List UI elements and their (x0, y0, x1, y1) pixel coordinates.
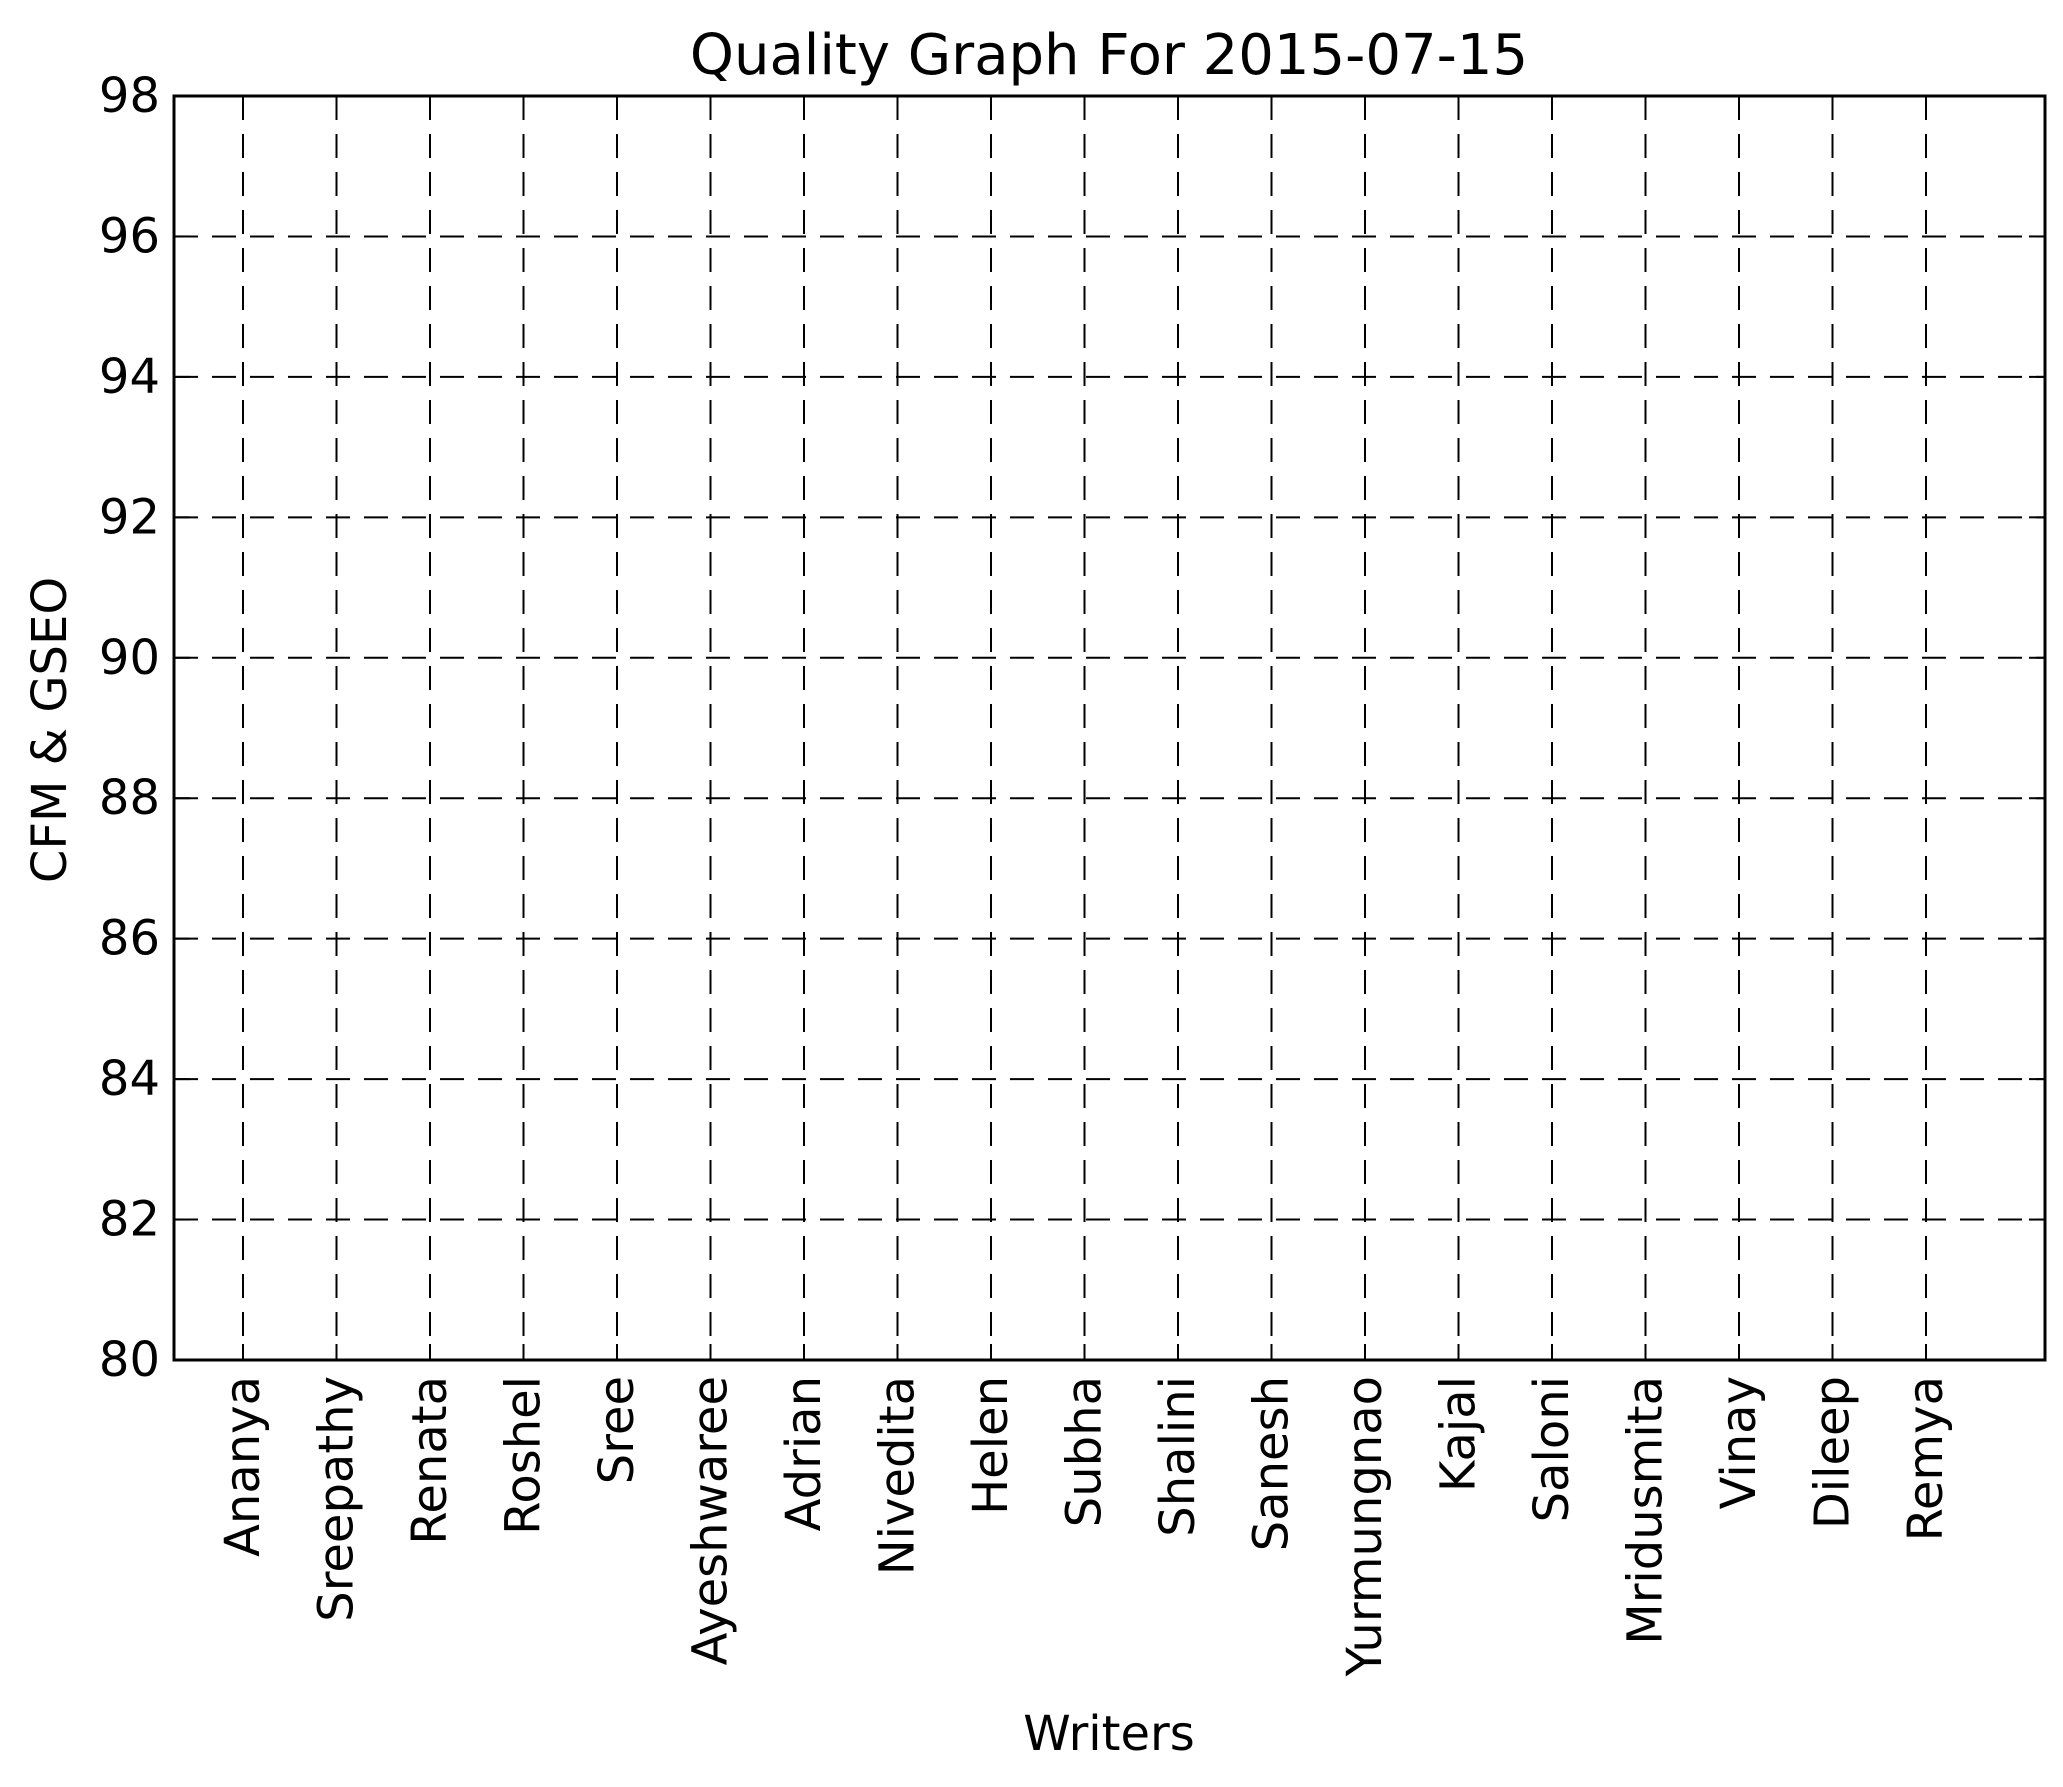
x-tick-label: Vinay (1711, 1376, 1767, 1509)
x-tick-label: Remya (1898, 1376, 1954, 1541)
x-tick-label: Sree (589, 1376, 645, 1484)
y-tick-label: 88 (99, 770, 160, 826)
x-tick-label: Nivedita (870, 1376, 926, 1575)
y-tick-label: 84 (99, 1051, 160, 1107)
x-tick-label: Shalini (1150, 1376, 1206, 1537)
x-tick-label: Helen (963, 1376, 1019, 1515)
y-tick-label: 96 (99, 208, 160, 264)
x-tick-label: Subha (1057, 1376, 1113, 1527)
x-axis-label: Writers (1023, 1706, 1194, 1762)
y-tick-label: 86 (99, 911, 160, 967)
x-tick-label: Saloni (1524, 1376, 1580, 1522)
x-tick-label: Ananya (215, 1376, 271, 1557)
chart-title: Quality Graph For 2015-07-15 (690, 23, 1528, 88)
x-tick-label: Dileep (1805, 1376, 1861, 1529)
grid-lines (174, 96, 2045, 1360)
x-tick-label: Kajal (1431, 1376, 1487, 1492)
x-tick-label: Yurmungnao (1337, 1376, 1393, 1677)
y-tick-label: 98 (99, 68, 160, 124)
plot-area-frame (172, 94, 2047, 1362)
y-tick-label: 80 (99, 1332, 160, 1388)
x-tick-label: Sanesh (1244, 1376, 1300, 1551)
tick-labels: 80 82 84 86 88 90 92 94 96 98 Ananya Sreepathy Renat… (99, 68, 1954, 1677)
x-tick-label: Roshel (496, 1376, 552, 1535)
y-axis-label: CFM & GSEO (22, 577, 78, 883)
y-tick-label: 94 (99, 349, 160, 405)
x-tick-label: Sreepathy (309, 1376, 365, 1622)
x-tick-label: Renata (402, 1376, 458, 1545)
x-tick-label: Mridusmita (1618, 1376, 1674, 1645)
x-tick-label: Ayeshwaree (683, 1376, 739, 1665)
y-tick-label: 82 (99, 1192, 160, 1248)
y-tick-label: 92 (99, 489, 160, 545)
y-tick-label: 90 (99, 630, 160, 686)
x-tick-label: Adrian (776, 1376, 832, 1531)
